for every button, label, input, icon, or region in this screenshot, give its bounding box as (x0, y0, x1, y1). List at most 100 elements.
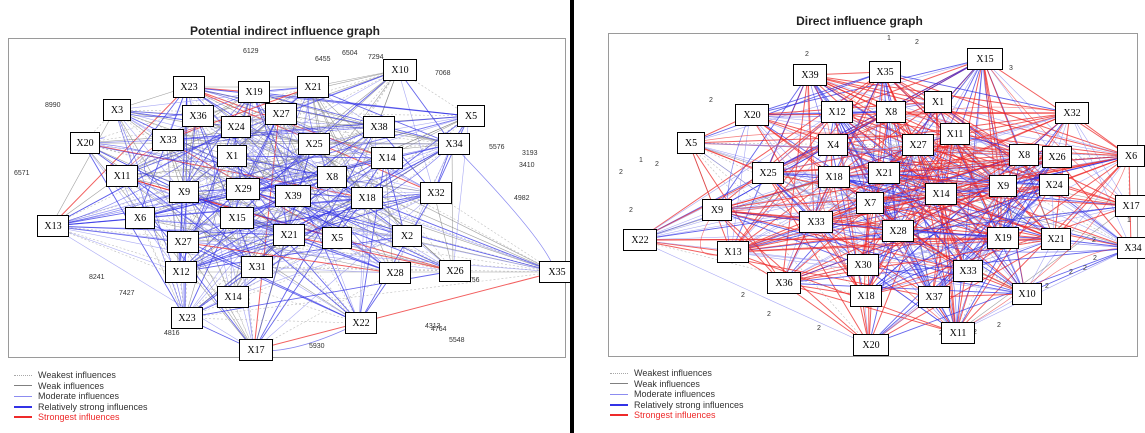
influence-edge (895, 205, 1130, 232)
indirect-graph-legend: Weakest influences Weak influences Moderat… (14, 370, 148, 423)
influence-edge (726, 114, 751, 253)
influence-edge (867, 202, 1055, 240)
influence-edge (181, 191, 186, 319)
influence-edge (195, 115, 453, 145)
influence-edge (730, 237, 1002, 253)
influence-edge (180, 241, 394, 274)
legend-item-strongest: Strongest influences (610, 410, 744, 421)
influence-edge (834, 58, 984, 113)
influence-edge (813, 71, 884, 223)
influence-edge (637, 239, 862, 266)
influence-edge (114, 109, 313, 145)
influence-edge (688, 142, 732, 253)
influence-edge (329, 176, 435, 194)
influence-edge (688, 142, 1056, 158)
influence-edge (178, 143, 453, 273)
legend-item-weak: Weak influences (14, 381, 148, 392)
influence-edge (863, 237, 1002, 297)
legend-item-weakest: Weakest influences (610, 368, 744, 379)
edge-weight-label: 7427 (119, 290, 135, 297)
influence-edge (82, 142, 435, 194)
legend-label: Weak influences (38, 380, 104, 391)
factor-node-x20: X20 (853, 334, 889, 356)
factor-node-x17: X17 (1115, 195, 1145, 217)
influence-edge (290, 195, 360, 324)
edge-weight-label: 2 (805, 51, 809, 58)
factor-node-x14: X14 (371, 147, 403, 169)
legend-label: Weakest influences (634, 368, 712, 379)
influence-edge (965, 185, 1002, 272)
influence-edge (286, 192, 435, 236)
legend-item-weak: Weak influences (610, 379, 744, 390)
legend-swatch (14, 395, 32, 397)
influence-edge (253, 234, 288, 351)
factor-node-x1: X1 (924, 91, 952, 113)
influence-edge (860, 184, 1053, 266)
indirect-graph-title: Potential indirect influence graph (189, 24, 381, 38)
factor-node-x27: X27 (265, 103, 297, 125)
legend-label: Moderate influences (634, 389, 716, 400)
influence-edge (119, 113, 280, 177)
influence-edge (433, 192, 556, 273)
influence-edge (807, 74, 1132, 249)
influence-edge (82, 142, 236, 219)
edge-weight-label: 2 (655, 161, 659, 168)
influence-edge (888, 111, 1053, 186)
influence-edge (254, 176, 331, 268)
edge-weight-label: 4816 (164, 330, 180, 337)
influence-edge (860, 264, 957, 334)
influence-edge (180, 241, 360, 324)
influence-edge (637, 111, 836, 241)
legend-swatch (610, 383, 628, 385)
edge-weight-label: 6571 (14, 170, 30, 177)
influence-edge (137, 217, 394, 274)
influence-edge (278, 113, 360, 324)
legend-item-weakest: Weakest influences (14, 370, 148, 381)
influence-edge (165, 139, 255, 351)
direct-influence-panel: Direct influence graph 12232212222221222… (574, 0, 1145, 433)
factor-node-x13: X13 (37, 215, 69, 237)
influence-edge (1069, 112, 1132, 249)
factor-node-x10: X10 (383, 59, 417, 81)
influence-edge (50, 225, 360, 324)
factor-node-x7: X7 (856, 192, 884, 214)
influence-edge (364, 197, 556, 273)
influence-edge (714, 209, 1002, 239)
factor-node-x4: X4 (818, 134, 848, 156)
factor-node-x22: X22 (345, 312, 377, 334)
influence-edge (178, 234, 288, 273)
influence-edge (180, 192, 435, 243)
legend-swatch (14, 374, 32, 376)
edge-weight-label: 2 (767, 311, 771, 318)
factor-node-x18: X18 (351, 187, 383, 209)
influence-edge (50, 191, 183, 227)
influence-edge (895, 154, 1023, 232)
edge-weight-label: 2 (1045, 283, 1049, 290)
factor-node-x25: X25 (752, 162, 784, 184)
influence-edge (334, 143, 453, 239)
edge-weight-label: 4313 (425, 323, 441, 330)
influence-edge (50, 225, 255, 351)
influence-edge (137, 195, 292, 219)
influence-edge (1069, 112, 1130, 207)
edge-weight-label: 4764 (431, 326, 447, 333)
influence-edge (1024, 155, 1130, 295)
influence-edge (178, 192, 435, 273)
legend-swatch (14, 405, 32, 408)
influence-edge (253, 271, 556, 351)
direct-graph-legend: Weakest influences Weak influences Moderat… (610, 368, 744, 421)
influence-edge (180, 115, 216, 243)
influence-edge (938, 193, 1055, 240)
influence-edge (286, 234, 360, 324)
influence-edge (730, 251, 862, 266)
influence-edge (781, 184, 1053, 284)
influence-edge (938, 193, 1130, 207)
influence-edge (863, 202, 869, 297)
influence-edge (186, 86, 435, 194)
legend-swatch (610, 414, 628, 417)
influence-edge (952, 133, 1130, 157)
factor-node-x18: X18 (818, 166, 850, 188)
factor-node-x21: X21 (1041, 228, 1071, 250)
direct-graph-title: Direct influence graph (796, 14, 923, 28)
influence-edge (234, 217, 255, 351)
